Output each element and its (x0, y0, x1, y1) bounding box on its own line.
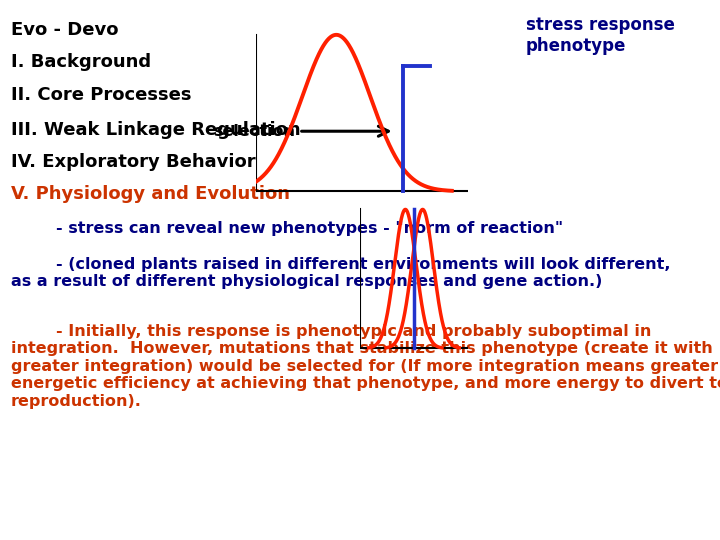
Text: V. Physiology and Evolution: V. Physiology and Evolution (11, 185, 289, 204)
Text: Evo - Devo: Evo - Devo (11, 21, 118, 39)
Text: II. Core Processes: II. Core Processes (11, 85, 192, 104)
Text: - Initially, this response is phenotypic and probably suboptimal in
integration.: - Initially, this response is phenotypic… (11, 324, 720, 409)
Text: - stress can reveal new phenotypes - "norm of reaction": - stress can reveal new phenotypes - "no… (11, 221, 563, 237)
Text: stress response
phenotype: stress response phenotype (526, 16, 675, 55)
Text: - (cloned plants raised in different environments will look different,
as a resu: - (cloned plants raised in different env… (11, 256, 670, 289)
Text: I. Background: I. Background (11, 53, 151, 71)
Text: selection: selection (213, 124, 295, 139)
Text: IV. Exploratory Behavior: IV. Exploratory Behavior (11, 153, 256, 171)
Text: III. Weak Linkage Regulation: III. Weak Linkage Regulation (11, 120, 300, 139)
